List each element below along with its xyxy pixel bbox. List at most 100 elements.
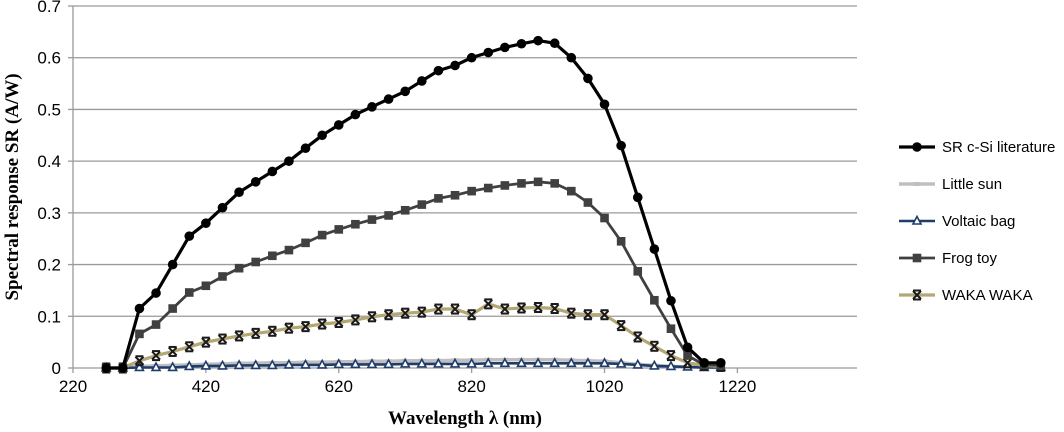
data-point-frog-toy xyxy=(367,215,377,224)
data-point-sr-c-si-literature xyxy=(699,358,709,368)
data-point-frog-toy xyxy=(201,281,211,291)
data-point-waka-waka xyxy=(184,341,194,353)
data-point-sr-c-si-literature xyxy=(118,363,128,373)
series-frog-toy xyxy=(101,177,726,373)
legend-label-voltaic-bag: Voltaic bag xyxy=(942,213,1015,230)
data-point-waka-waka xyxy=(483,298,493,310)
data-point-voltaic-bag xyxy=(134,361,145,372)
data-point-waka-waka xyxy=(284,322,294,334)
data-point-waka-waka xyxy=(583,309,593,321)
data-point-sr-c-si-literature xyxy=(649,244,660,254)
data-point-voltaic-bag xyxy=(632,358,644,369)
data-point-waka-waka xyxy=(167,345,178,357)
legend-item-waka-waka: WAKA WAKA xyxy=(899,287,1033,304)
data-point-frog-toy xyxy=(334,225,344,234)
series-line-frog-toy xyxy=(106,180,721,370)
legend-label-sr-c-si-literature: SR c-Si literature xyxy=(942,139,1055,156)
data-point-sr-c-si-literature xyxy=(367,102,377,112)
series-sr-c-si-literature xyxy=(101,35,726,373)
data-point-sr-c-si-literature xyxy=(666,295,676,306)
data-point-voltaic-bag xyxy=(266,359,278,370)
data-point-voltaic-bag xyxy=(532,357,544,368)
data-point-sr-c-si-literature xyxy=(250,177,261,187)
data-point-sr-c-si-literature xyxy=(549,38,560,49)
data-point-waka-waka xyxy=(251,327,261,339)
data-point-voltaic-bag xyxy=(615,357,627,368)
data-point-frog-toy xyxy=(616,237,626,246)
y-tick-labels: 0 0.1 0.2 0.3 0.4 0.5 0.6 0.7 xyxy=(37,0,61,378)
data-point-sr-c-si-literature xyxy=(267,166,278,177)
data-point-sr-c-si-literature xyxy=(599,99,610,110)
data-point-sr-c-si-literature xyxy=(433,65,444,76)
data-point-frog-toy xyxy=(666,324,676,333)
legend-item-little-sun: Little sun xyxy=(899,176,1002,193)
data-point-frog-toy xyxy=(650,295,659,305)
y-tick-label: 0.6 xyxy=(37,49,61,68)
data-point-waka-waka xyxy=(666,350,676,362)
legend-marker-little-sun xyxy=(913,182,921,186)
data-point-waka-waka xyxy=(417,306,427,318)
data-point-sr-c-si-literature xyxy=(583,73,593,84)
data-point-frog-toy xyxy=(400,205,410,215)
data-point-voltaic-bag xyxy=(283,358,295,369)
data-point-waka-waka xyxy=(433,303,444,315)
data-point-voltaic-bag xyxy=(433,357,444,368)
x-tick-label: 420 xyxy=(192,377,220,396)
data-point-frog-toy xyxy=(434,194,443,203)
data-point-frog-toy xyxy=(268,251,277,261)
data-point-frog-toy xyxy=(417,200,427,209)
data-point-voltaic-bag xyxy=(665,360,677,371)
data-point-frog-toy xyxy=(234,263,244,273)
data-point-sr-c-si-literature xyxy=(616,140,626,151)
legend-item-sr-c-si-literature: SR c-Si literature xyxy=(899,139,1055,156)
data-point-waka-waka xyxy=(267,325,278,337)
data-point-voltaic-bag xyxy=(183,360,195,371)
data-point-waka-waka xyxy=(649,340,660,352)
series-line-sr-c-si-literature xyxy=(106,38,721,370)
data-point-waka-waka xyxy=(533,301,543,313)
data-point-waka-waka xyxy=(217,333,228,345)
data-point-sr-c-si-literature xyxy=(383,94,394,104)
legend-marker-voltaic-bag xyxy=(911,214,923,225)
data-point-voltaic-bag xyxy=(649,359,660,370)
data-point-voltaic-bag xyxy=(167,361,178,372)
data-point-sr-c-si-literature xyxy=(167,259,178,270)
data-point-frog-toy xyxy=(633,266,643,276)
data-point-frog-toy xyxy=(550,179,559,188)
data-point-waka-waka xyxy=(334,316,344,328)
data-point-frog-toy xyxy=(218,272,227,281)
data-point-voltaic-bag xyxy=(466,357,477,368)
data-point-frog-toy xyxy=(135,329,144,339)
series-group xyxy=(100,35,727,374)
data-point-voltaic-bag xyxy=(150,361,162,372)
legend-label-little-sun: Little sun xyxy=(942,176,1002,193)
data-point-sr-c-si-literature xyxy=(566,52,577,63)
data-point-frog-toy xyxy=(317,230,327,240)
data-point-sr-c-si-literature xyxy=(350,109,361,120)
legend-label-waka-waka: WAKA WAKA xyxy=(942,287,1033,304)
x-axis-title: Wavelength λ (nm) xyxy=(388,408,542,429)
data-point-frog-toy xyxy=(567,186,576,196)
legend-label-frog-toy: Frog toy xyxy=(942,250,998,267)
data-point-sr-c-si-literature xyxy=(333,120,344,130)
data-point-voltaic-bag xyxy=(449,357,461,368)
gridlines xyxy=(73,5,857,317)
x-tick-label: 820 xyxy=(457,377,485,396)
data-point-voltaic-bag xyxy=(300,358,311,369)
series-line-waka-waka xyxy=(106,302,721,370)
data-point-sr-c-si-literature xyxy=(151,288,161,298)
data-point-voltaic-bag xyxy=(582,357,594,368)
data-point-frog-toy xyxy=(450,190,460,200)
data-point-frog-toy xyxy=(301,238,310,248)
data-point-waka-waka xyxy=(633,331,643,343)
data-point-sr-c-si-literature xyxy=(184,231,195,241)
data-point-voltaic-bag xyxy=(383,358,394,369)
data-point-frog-toy xyxy=(151,320,161,329)
data-point-sr-c-si-literature xyxy=(466,52,477,63)
data-point-voltaic-bag xyxy=(200,359,212,370)
y-tick-label: 0 xyxy=(52,359,61,378)
data-point-waka-waka xyxy=(549,303,560,315)
data-point-sr-c-si-literature xyxy=(516,38,527,49)
data-point-sr-c-si-literature xyxy=(201,218,211,228)
legend: SR c-Si literature Little sun Voltaic bag F… xyxy=(899,139,1055,304)
